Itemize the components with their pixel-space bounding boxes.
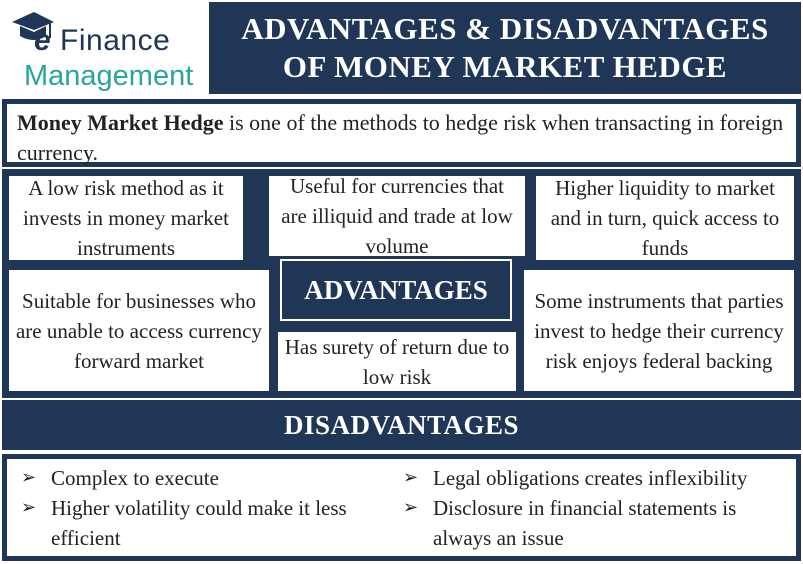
intro-definition: Money Market Hedge is one of the methods… <box>2 99 801 167</box>
list-item: ➢ Legal obligations creates inflexibility <box>401 463 797 493</box>
disadvantages-left-column: ➢ Complex to execute ➢ Higher volatility c… <box>19 463 389 553</box>
advantage-item: Higher liquidity to market and in turn, … <box>534 174 796 262</box>
list-item: ➢ Disclosure in financial statements is a… <box>401 493 797 553</box>
intro-term: Money Market Hedge <box>17 110 224 135</box>
list-item: ➢ Higher volatility could make it less ef… <box>19 493 389 553</box>
advantage-item: A low risk method as it invests in money… <box>7 174 245 262</box>
arrow-bullet-icon: ➢ <box>21 497 37 518</box>
advantage-item: Some instruments that parties invest to … <box>522 268 796 393</box>
advantages-heading: ADVANTAGES <box>280 259 512 321</box>
brand-name: e Finance <box>34 24 171 57</box>
title-line-2: OF MONEY MARKET HEDGE <box>282 49 728 84</box>
brand-subname: Management <box>24 60 194 92</box>
intro-text: is one of the methods to hedge risk when… <box>17 110 784 165</box>
advantage-item: Suitable for businesses who are unable t… <box>7 268 271 393</box>
disadvantages-list: ➢ Complex to execute ➢ Higher volatility c… <box>2 454 801 561</box>
list-item: ➢ Complex to execute <box>19 463 389 493</box>
arrow-bullet-icon: ➢ <box>403 497 419 518</box>
advantage-item: Useful for currencies that are illiquid … <box>267 174 527 258</box>
disadvantages-right-column: ➢ Legal obligations creates inflexibility… <box>401 463 797 553</box>
arrow-bullet-icon: ➢ <box>21 467 37 488</box>
title-line-1: ADVANTAGES & DISADVANTAGES <box>241 11 769 46</box>
advantage-item: Has surety of return due to low risk <box>276 330 518 393</box>
arrow-bullet-icon: ➢ <box>403 467 419 488</box>
page-title: ADVANTAGES & DISADVANTAGES OF MONEY MARK… <box>209 2 801 94</box>
disadvantages-heading: DISADVANTAGES <box>2 400 801 450</box>
logo: e Finance Management <box>0 0 207 98</box>
graduation-cap-icon <box>12 12 54 40</box>
